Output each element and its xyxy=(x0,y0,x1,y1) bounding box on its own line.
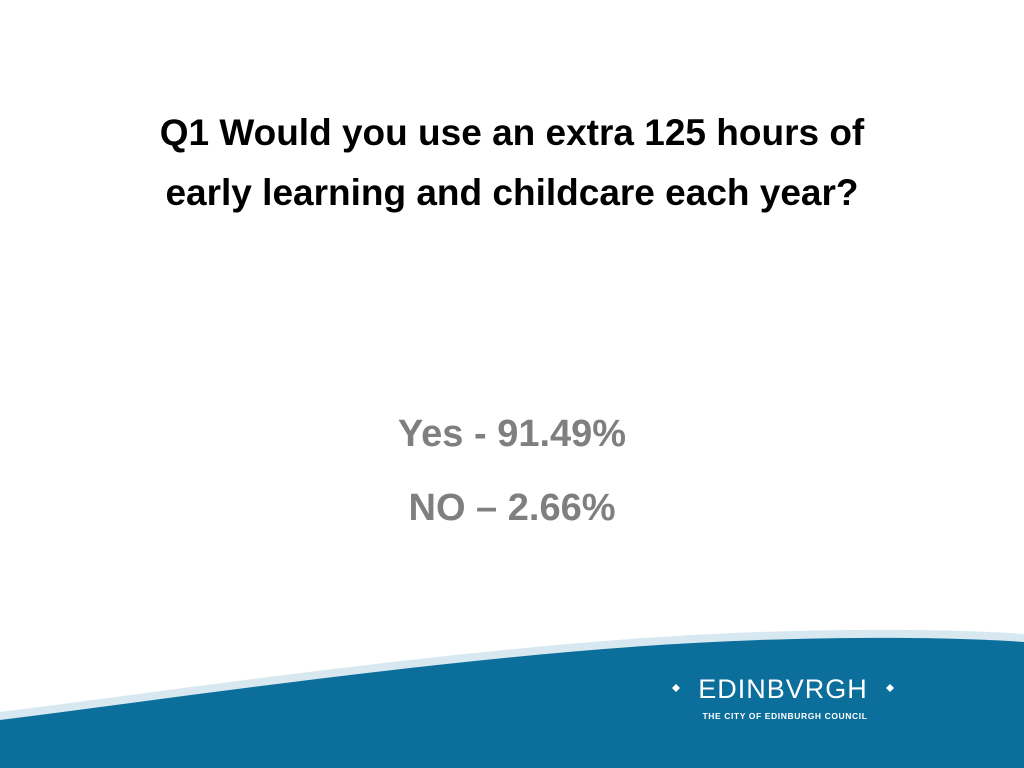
wave xyxy=(0,637,1024,768)
logo-name: EDINBVRGH xyxy=(698,674,868,704)
logo-subtitle: THE CITY OF EDINBURGH COUNCIL xyxy=(702,711,867,721)
logo: EDINBVRGH THE CITY OF EDINBURGH COUNCIL xyxy=(672,674,894,721)
result-line: Yes - 91.49% xyxy=(398,413,626,455)
logo-diamond xyxy=(672,684,680,692)
title-line: Q1 Would you use an extra 125 hours of xyxy=(160,112,865,153)
logo-diamond xyxy=(886,684,894,692)
title-line: early learning and childcare each year? xyxy=(165,172,858,213)
result-line: NO – 2.66% xyxy=(409,487,616,529)
